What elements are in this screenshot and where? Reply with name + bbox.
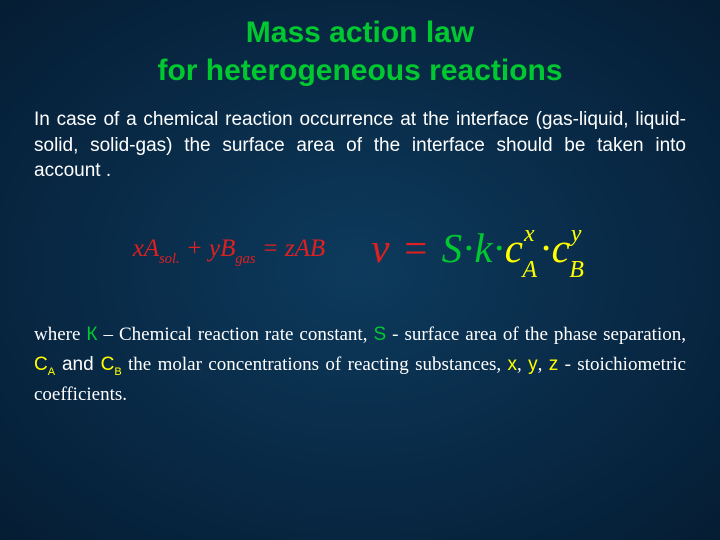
intro-paragraph: In case of a chemical reaction occurrenc… (0, 99, 720, 184)
x-symbol: x (508, 354, 518, 375)
S-symbol: S (442, 225, 464, 271)
y-symbol: y (528, 354, 538, 375)
k-symbol: k (474, 225, 493, 271)
cB-symbol: cyB (552, 225, 588, 271)
equations-row: xAsol. + yBgas = zAB ν = S·k·cxA·cyB (0, 184, 720, 308)
title-line1: Mass action law (246, 16, 474, 49)
equation-stoichiometry: xAsol. + yBgas = zAB (133, 235, 325, 267)
title-line2: for heterogeneous reactions (157, 54, 562, 87)
z-symbol: z (549, 354, 559, 375)
explain-paragraph: where К – Chemical reaction rate constan… (0, 308, 720, 410)
S-explain-symbol: S (373, 324, 386, 345)
CB-symbol: СВ (101, 354, 122, 375)
cA-symbol: cxA (505, 225, 541, 271)
slide-title: Mass action law for heterogeneous reacti… (0, 0, 720, 99)
CA-symbol: СА (34, 354, 55, 375)
nu-symbol: ν (371, 225, 390, 271)
equation-rate: ν = S·k·cxA·cyB (371, 224, 587, 278)
K-symbol: К (86, 324, 97, 345)
